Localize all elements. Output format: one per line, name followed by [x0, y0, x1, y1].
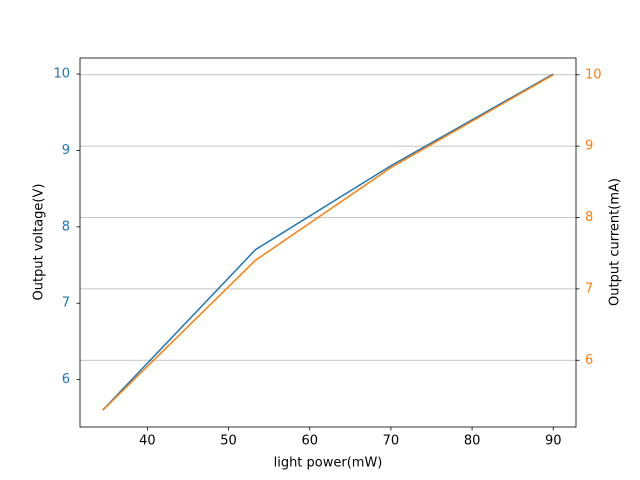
y-axis-label: Output voltage(V) [32, 184, 47, 301]
axes-frame [79, 57, 577, 428]
x-tick-label: 50 [220, 434, 237, 449]
data-line [102, 74, 554, 411]
x-tick-label: 90 [545, 434, 562, 449]
y2-tick-label: 8 [585, 210, 593, 225]
y-tick-label: 8 [62, 219, 70, 234]
x-tick-label: 60 [301, 434, 318, 449]
y2-tick-label: 6 [585, 353, 593, 368]
x-axis-label: light power(mW) [274, 456, 383, 471]
y-tick-label: 10 [53, 67, 70, 82]
x-tick-label: 80 [464, 434, 481, 449]
x-tick-label: 40 [139, 434, 156, 449]
y-tick-label: 6 [62, 372, 70, 387]
y2-tick-label: 10 [585, 67, 602, 82]
y2-tick-label: 7 [585, 281, 593, 296]
x-tick-label: 70 [383, 434, 400, 449]
y-tick-label: 9 [62, 143, 70, 158]
y-tick-label: 7 [62, 296, 70, 311]
data-line [102, 73, 554, 411]
y2-tick-label: 9 [585, 139, 593, 154]
y2-axis-label: Output current(mA) [608, 178, 623, 306]
